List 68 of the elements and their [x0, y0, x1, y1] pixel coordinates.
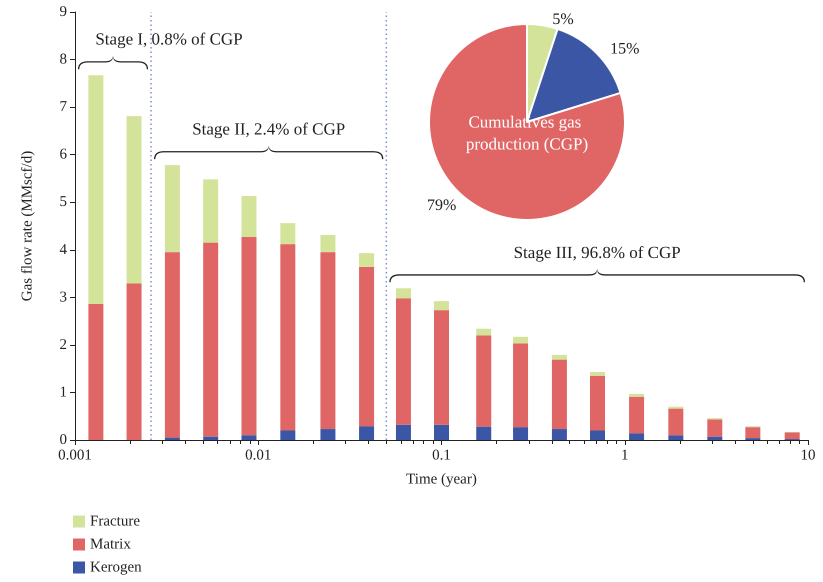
bar: [164, 165, 180, 252]
annotation: Stage III, 96.8% of CGP: [514, 242, 681, 262]
y-tick-label: 6: [60, 146, 68, 163]
bar: [784, 432, 800, 440]
bar: [203, 436, 218, 440]
y-tick-label: 8: [60, 52, 67, 68]
bar: [513, 427, 528, 440]
x-tick-label: 1: [621, 448, 628, 464]
y-tick-label: 1: [60, 384, 67, 400]
annotation: Stage I, 0.8% of CGP: [95, 30, 243, 49]
bar: [590, 376, 605, 430]
bar: [320, 429, 336, 440]
data-label: 15%: [610, 40, 640, 58]
y-tick-label: 0: [60, 432, 67, 448]
bar: [88, 304, 104, 440]
bar: [126, 284, 142, 440]
bar: [668, 435, 684, 440]
x-tick-label: 0.01: [245, 448, 272, 464]
y-tick-label: 3: [60, 289, 67, 306]
x-axis-title: Time (year): [406, 472, 477, 488]
x-tick-label: 0.1: [432, 448, 451, 464]
bar: [241, 435, 256, 440]
data-label: 5%: [552, 10, 574, 28]
bar: [396, 288, 411, 298]
y-tick-label: 9: [60, 4, 67, 20]
bar: [513, 336, 528, 344]
bar: [359, 266, 374, 426]
x-tick-label: 0.001: [58, 448, 92, 464]
legend-label: Kerogen: [90, 560, 142, 576]
bar: [707, 436, 722, 440]
y-axis-title: Gas flow rate (MMscf/d): [20, 150, 36, 302]
bar: [241, 236, 256, 436]
bar: [629, 396, 644, 434]
bar: [707, 420, 722, 437]
bar: [320, 235, 336, 252]
bar: [203, 242, 218, 437]
legend-label: Fracture: [90, 514, 140, 530]
y-tick-label: 5: [60, 194, 67, 210]
bar: [280, 223, 296, 244]
bar: [513, 343, 528, 428]
bar: [745, 427, 760, 438]
bar: [359, 426, 374, 440]
bar: [88, 75, 104, 304]
legend-label: Matrix: [90, 536, 132, 552]
bar: [241, 196, 256, 237]
bar: [396, 424, 411, 440]
bar: [552, 429, 567, 440]
bar: [668, 408, 684, 436]
bar: [280, 430, 296, 440]
y-tick-label: 4: [60, 242, 68, 258]
bar: [126, 116, 142, 284]
annotation: Stage II, 2.4% of CGP: [192, 120, 346, 139]
bar: [629, 433, 644, 440]
bar: [590, 430, 605, 440]
y-tick-label: 7: [60, 99, 68, 116]
bar: [552, 360, 567, 430]
y-tick-label: 2: [60, 336, 67, 353]
bar: [164, 252, 180, 438]
bar: [203, 179, 218, 243]
bar: [396, 298, 411, 425]
bar: [320, 252, 336, 430]
bar: [280, 244, 296, 430]
bar: [590, 372, 605, 376]
text: Cumulatives gas production (CGP): [466, 112, 588, 154]
bar: [552, 354, 567, 360]
bar: [359, 253, 374, 267]
data-label: 79%: [427, 197, 456, 214]
x-tick-label: 10: [800, 448, 816, 464]
